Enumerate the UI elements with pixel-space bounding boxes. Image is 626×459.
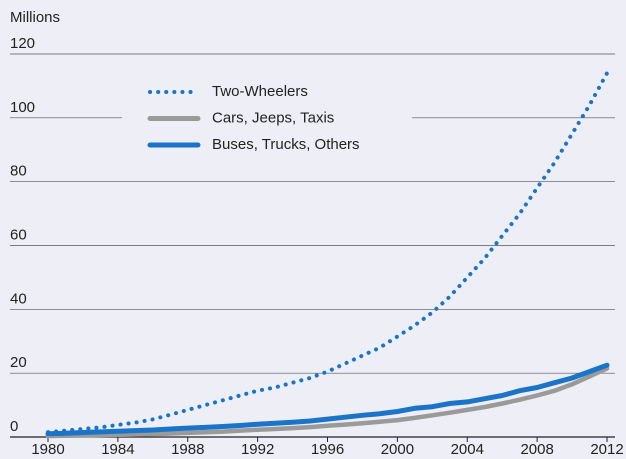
y-tick-label: 60	[10, 226, 27, 243]
x-tick-label: 2004	[451, 441, 484, 458]
y-tick-label: 0	[10, 418, 18, 435]
y-tick-label: 20	[10, 354, 27, 371]
x-tick-label: 1984	[101, 441, 134, 458]
y-tick-label: 80	[10, 163, 27, 180]
x-tick-label: 1996	[311, 441, 344, 458]
y-tick-label: 40	[10, 290, 27, 307]
y-tick-label: 120	[10, 35, 35, 52]
x-tick-label: 2012	[590, 441, 623, 458]
series-line	[45, 366, 610, 439]
x-tick-label: 2000	[381, 441, 414, 458]
x-tick-label: 1980	[31, 441, 64, 458]
x-tick-label: 1988	[171, 441, 204, 458]
legend-label: Two-Wheelers	[212, 83, 308, 100]
legend-label: Buses, Trucks, Others	[212, 136, 360, 153]
legend-label: Cars, Jeeps, Taxis	[212, 109, 334, 126]
y-axis-label: Millions	[10, 9, 60, 26]
y-tick-label: 100	[10, 99, 35, 116]
x-tick-label: 1992	[241, 441, 274, 458]
x-tick-label: 2008	[520, 441, 553, 458]
series-line	[45, 362, 610, 437]
